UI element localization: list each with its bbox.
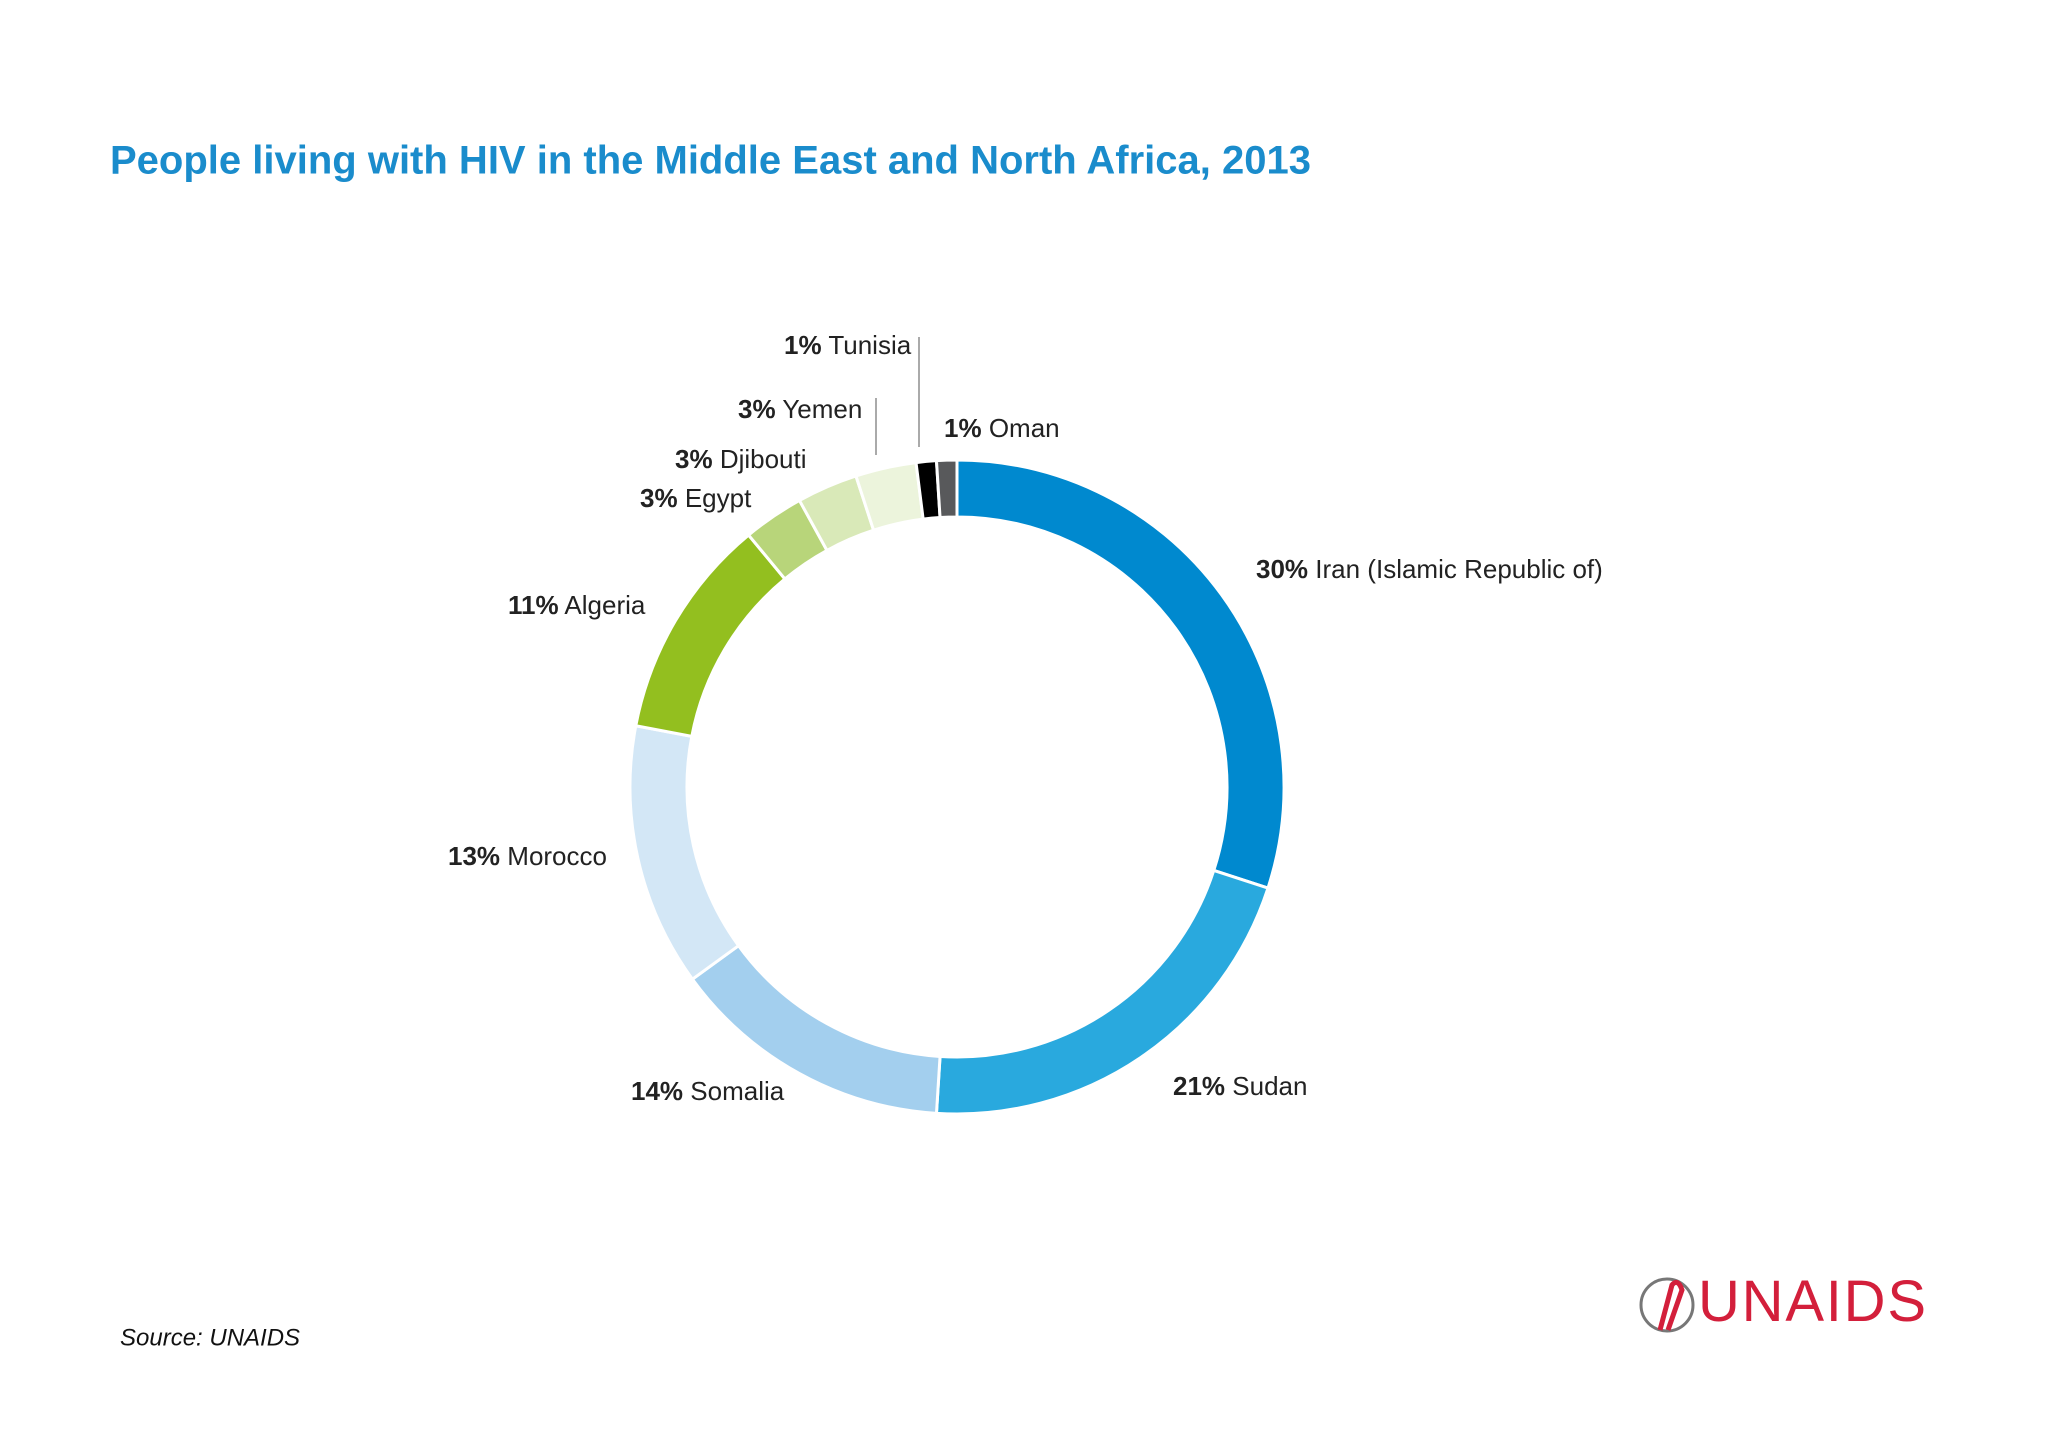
donut-slice <box>955 458 1286 890</box>
slice-value-label: 3% <box>738 394 776 424</box>
slice-value-label: 13% <box>448 841 500 871</box>
slice-category-label: Yemen <box>782 394 862 424</box>
slice-category-label: Somalia <box>690 1076 784 1106</box>
logo: UNAIDS <box>1639 1269 1926 1334</box>
slice-label: 11% Algeria <box>508 590 646 620</box>
slice-value-label: 21% <box>1173 1071 1225 1101</box>
slice-value-label: 1% <box>944 413 982 443</box>
slice-label: 1% Oman <box>944 413 1060 443</box>
logo-text: UNAIDS <box>1698 1269 1926 1334</box>
slice-category-label: Djibouti <box>720 444 807 474</box>
slice-value-label: 14% <box>631 1076 683 1106</box>
slice-label: 3% Egypt <box>640 483 752 513</box>
slice-label: 13% Morocco <box>448 841 607 871</box>
slice-label: 3% Yemen <box>738 394 862 424</box>
slice-label: 1% Tunisia <box>784 330 912 360</box>
donut-slice <box>628 723 741 982</box>
slice-category-label: Egypt <box>685 483 752 513</box>
slice-category-label: Tunisia <box>828 330 911 360</box>
logo-ribbon <box>1657 1279 1685 1331</box>
chart-title: People living with HIV in the Middle Eas… <box>110 139 1311 183</box>
slice-category-label: Morocco <box>507 841 607 871</box>
slice-category-label: Algeria <box>564 590 645 620</box>
source: Source: UNAIDS <box>120 1324 300 1351</box>
slice-value-label: 11% <box>508 590 559 620</box>
slice-value-label: 1% <box>784 330 822 360</box>
slice-value-label: 3% <box>675 444 713 474</box>
slice-label: 21% Sudan <box>1173 1071 1307 1101</box>
slice-label: 3% Djibouti <box>675 444 807 474</box>
slice-category-label: Iran (Islamic Republic of) <box>1315 554 1603 584</box>
donut-slice <box>634 532 788 739</box>
slice-category-label: Oman <box>989 413 1060 443</box>
logo-text: UNAIDS <box>1698 1269 1926 1334</box>
logo-emblem <box>1639 1277 1695 1333</box>
slice-category-label: Sudan <box>1232 1071 1307 1101</box>
slice-value-label: 3% <box>640 483 678 513</box>
slice-label: 30% Iran (Islamic Republic of) <box>1256 554 1603 584</box>
slice-label: 14% Somalia <box>631 1076 785 1106</box>
slice-value-label: 30% <box>1256 554 1308 584</box>
donut-slice <box>934 458 959 520</box>
